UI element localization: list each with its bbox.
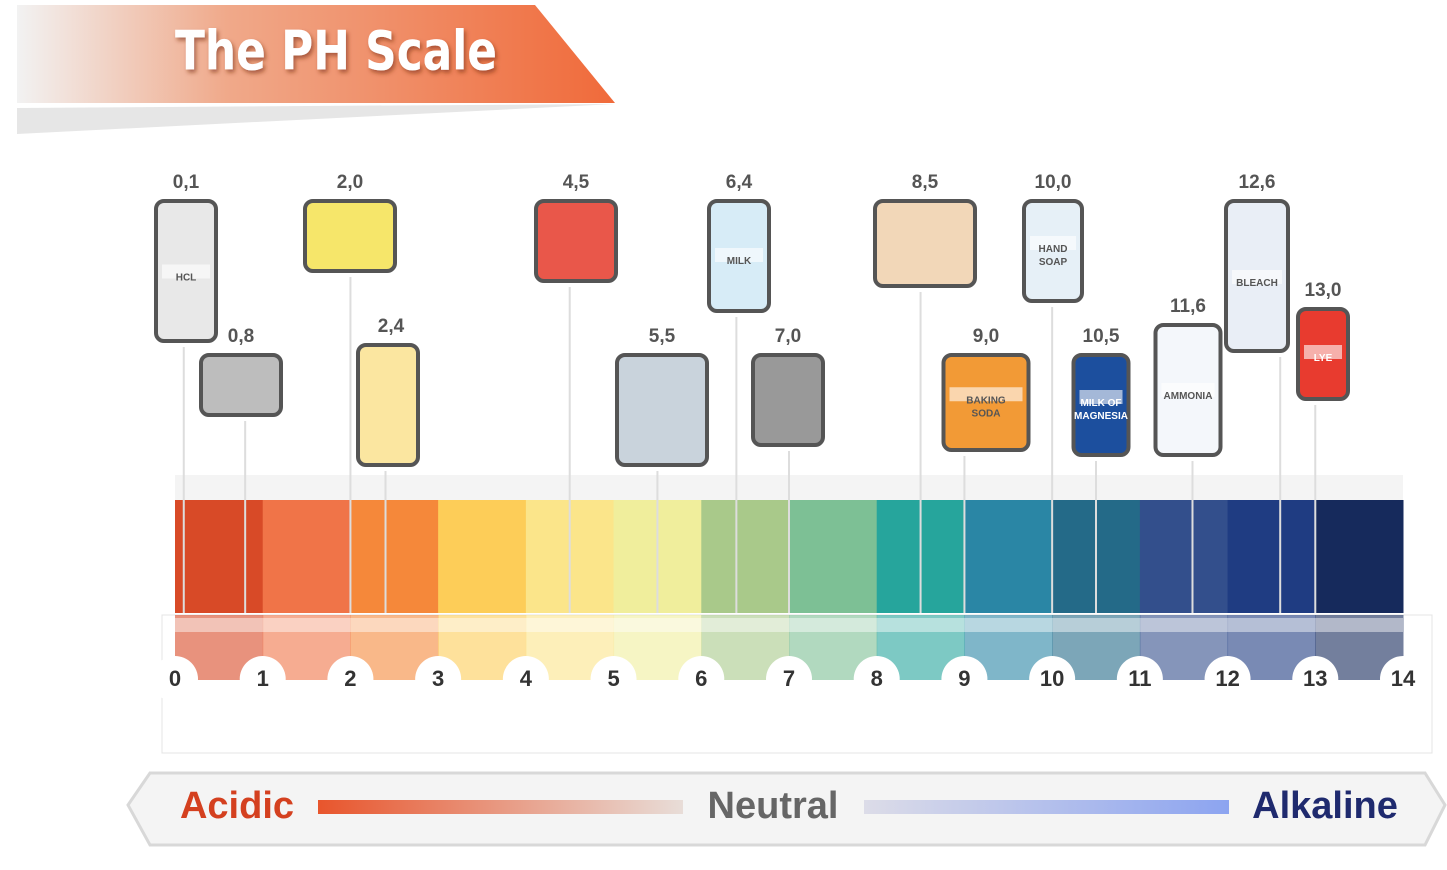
tick-label: 13 (1303, 666, 1327, 691)
tick-label: 0 (169, 666, 181, 691)
tick-label: 10 (1040, 666, 1064, 691)
ph-label: 12,6 (1239, 172, 1276, 193)
ph-label: 4,5 (563, 172, 590, 193)
icon-label: MILK (727, 256, 752, 267)
ph-label: 13,0 (1305, 280, 1342, 301)
infographic: The PH Scale 01234567891011121314 0,1HCL… (0, 0, 1447, 870)
tick-label: 12 (1215, 666, 1239, 691)
ph-label: 5,5 (649, 326, 676, 347)
ph-label: 0,8 (228, 326, 254, 347)
legend-acidic: Acidic (180, 785, 294, 827)
icon (536, 201, 616, 281)
icon-label: AMMONIA (1164, 391, 1213, 402)
color-band (1228, 500, 1316, 613)
ph-label: 2,0 (337, 172, 363, 193)
color-band (789, 500, 877, 613)
tick-label: 8 (871, 666, 883, 691)
ph-label: 2,4 (378, 316, 405, 337)
color-band (964, 500, 1052, 613)
legend-alkaline: Alkaline (1252, 785, 1398, 827)
tick-label: 3 (432, 666, 444, 691)
icon (305, 201, 395, 271)
tick-label: 6 (695, 666, 707, 691)
color-band (438, 500, 526, 613)
icon-label: LYE (1314, 353, 1333, 364)
page: The PH Scale 01234567891011121314 0,1HCL… (0, 0, 1447, 870)
color-band (175, 500, 263, 613)
title-shadow (17, 104, 615, 134)
icon-label: SOAP (1039, 257, 1068, 268)
ph-label: 10,5 (1083, 326, 1120, 347)
icon (875, 201, 975, 286)
acidic-gradient (318, 800, 683, 814)
tick-label: 11 (1128, 666, 1151, 691)
tick-label: 4 (520, 666, 533, 691)
icon (201, 355, 281, 415)
legend-neutral: Neutral (708, 785, 839, 827)
ph-label: 11,6 (1170, 296, 1206, 317)
color-band (1315, 500, 1403, 613)
icon (617, 355, 707, 465)
alkaline-gradient (864, 800, 1229, 814)
tick-label: 2 (344, 666, 356, 691)
tick-label: 7 (783, 666, 795, 691)
color-band (350, 500, 438, 613)
tick-label: 5 (607, 666, 619, 691)
icon (358, 345, 418, 465)
title: The PH Scale (175, 20, 497, 83)
ph-label: 9,0 (973, 326, 999, 347)
ph-label: 8,5 (912, 172, 939, 193)
ph-label: 10,0 (1035, 172, 1072, 193)
color-band (701, 500, 789, 613)
tick-label: 14 (1391, 666, 1416, 691)
tick-label: 9 (958, 666, 970, 691)
icon-label: HCL (176, 273, 197, 284)
tick-label: 1 (257, 666, 269, 691)
ph-label: 6,4 (726, 172, 753, 193)
ph-label: 0,1 (173, 172, 200, 193)
color-band (1140, 500, 1228, 613)
icon-label: SODA (972, 408, 1001, 419)
icon (753, 355, 823, 445)
icon-label: MAGNESIA (1074, 411, 1128, 422)
ruler-strip (175, 618, 1403, 632)
color-band (263, 500, 351, 613)
ph-label: 7,0 (775, 326, 801, 347)
icon-label: BLEACH (1236, 278, 1278, 289)
